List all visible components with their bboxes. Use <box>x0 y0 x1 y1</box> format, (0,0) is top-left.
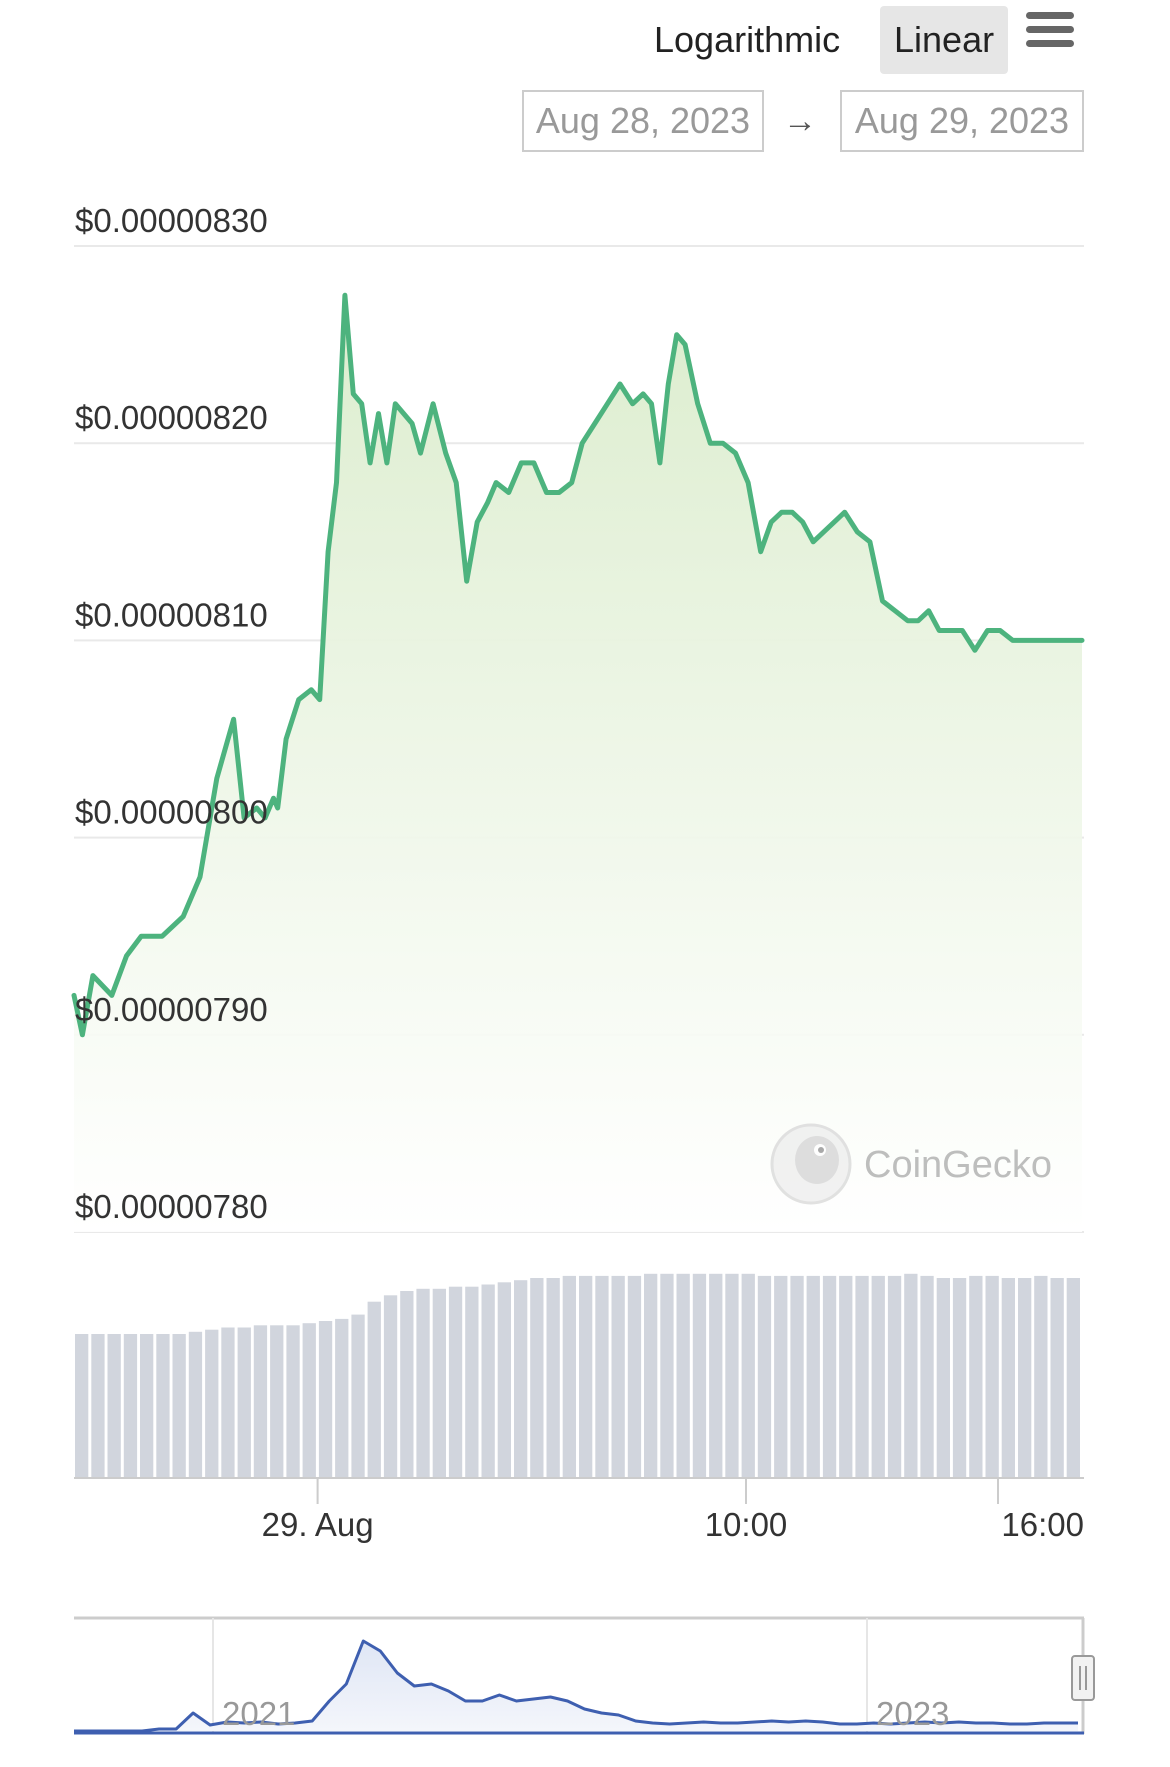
y-axis-labels: $0.00000830 $0.00000820 $0.00000810 $0.0000… <box>75 202 268 1225</box>
y-tick-label: $0.00000820 <box>75 399 268 436</box>
volume-bar <box>757 1275 772 1478</box>
volume-bar <box>855 1275 869 1478</box>
navigator-handle-right[interactable] <box>1071 1655 1095 1701</box>
y-tick-label: $0.00000780 <box>75 1188 268 1225</box>
navigator[interactable]: 2021 2023 <box>74 1616 1095 1735</box>
linear-scale-button[interactable]: Linear <box>880 6 1008 74</box>
volume-bar <box>627 1275 642 1478</box>
volume-bar <box>1050 1278 1064 1478</box>
y-tick-label: $0.00000790 <box>75 991 268 1028</box>
volume-bar <box>725 1273 739 1479</box>
volume-bar <box>546 1278 560 1478</box>
volume-bars <box>75 1273 1080 1479</box>
volume-bar <box>172 1334 186 1479</box>
volume-bar <box>904 1273 918 1479</box>
price-area <box>74 295 1082 1232</box>
volume-bar <box>318 1321 333 1478</box>
volume-bar <box>1001 1278 1015 1478</box>
volume-bar <box>270 1325 284 1478</box>
volume-bar <box>91 1334 105 1479</box>
volume-bar <box>562 1275 576 1478</box>
volume-bar <box>107 1334 121 1479</box>
navigator-line <box>74 1639 1078 1733</box>
volume-bar <box>936 1278 950 1478</box>
volume-bar <box>351 1314 365 1478</box>
y-tick-label: $0.00000830 <box>75 202 268 239</box>
volume-bar <box>741 1273 755 1479</box>
volume-bar <box>514 1280 528 1478</box>
volume-bar <box>221 1327 235 1478</box>
volume-bar <box>156 1334 170 1479</box>
volume-bar <box>822 1275 837 1478</box>
volume-bar <box>530 1278 544 1478</box>
volume-bar <box>123 1334 138 1479</box>
arrow-right-icon: → <box>783 102 817 140</box>
volume-bar <box>237 1327 251 1478</box>
x-tick-label: 16:00 <box>1001 1506 1084 1543</box>
y-tick-label: $0.00000800 <box>75 794 268 831</box>
volume-bar <box>985 1275 999 1478</box>
volume-bar <box>871 1275 885 1478</box>
volume-bar <box>335 1318 349 1478</box>
x-tick-label: 10:00 <box>705 1506 788 1543</box>
volume-bar <box>611 1275 625 1478</box>
volume-bar <box>302 1323 316 1478</box>
volume-bar <box>497 1282 511 1478</box>
x-axis: 29. Aug 10:00 16:00 <box>262 1479 1084 1543</box>
coingecko-watermark-text: CoinGecko <box>864 1144 1052 1186</box>
volume-bar <box>253 1325 268 1478</box>
volume-bar <box>416 1288 430 1478</box>
navigator-area <box>74 1641 1078 1731</box>
price-line <box>71 292 1085 1038</box>
volume-bar <box>465 1286 479 1478</box>
volume-bar <box>75 1334 89 1479</box>
volume-bar <box>367 1301 381 1478</box>
hamburger-menu-icon[interactable] <box>1022 12 1078 56</box>
volume-bar <box>660 1273 674 1479</box>
range-to-input[interactable] <box>840 90 1084 152</box>
volume-bar <box>1034 1275 1048 1478</box>
y-tick-label: $0.00000810 <box>75 596 268 633</box>
volume-bar <box>1018 1278 1032 1478</box>
volume-bar <box>140 1334 154 1479</box>
volume-bar <box>400 1291 414 1479</box>
volume-bar <box>1066 1278 1080 1478</box>
volume-bar <box>205 1329 219 1478</box>
volume-bar <box>432 1288 446 1478</box>
volume-bar <box>383 1295 398 1479</box>
volume-bar <box>676 1273 690 1479</box>
x-tick-label: 29. Aug <box>262 1506 374 1543</box>
volume-bar <box>286 1325 300 1478</box>
volume-bar <box>644 1273 658 1479</box>
volume-bar <box>481 1284 495 1478</box>
navigator-label-2021: 2021 <box>222 1695 295 1732</box>
volume-bar <box>887 1275 902 1478</box>
logarithmic-scale-button[interactable]: Logarithmic <box>654 19 841 60</box>
coingecko-watermark: CoinGecko <box>770 1123 1052 1205</box>
volume-bar <box>595 1275 609 1478</box>
volume-bar <box>952 1278 967 1478</box>
volume-bar <box>969 1275 983 1478</box>
chart-toolbar: Logarithmic Linear <box>0 0 1170 80</box>
volume-bar <box>774 1275 788 1478</box>
navigator-label-2023: 2023 <box>876 1695 949 1732</box>
volume-bar <box>579 1275 593 1478</box>
volume-bar <box>692 1273 707 1479</box>
volume-bar <box>790 1275 804 1478</box>
range-from-input[interactable] <box>522 90 764 152</box>
volume-bar <box>920 1275 934 1478</box>
volume-bar <box>709 1273 723 1479</box>
volume-bar <box>806 1275 820 1478</box>
volume-bar <box>839 1275 853 1478</box>
volume-bar <box>448 1286 463 1478</box>
volume-bar <box>188 1331 203 1478</box>
